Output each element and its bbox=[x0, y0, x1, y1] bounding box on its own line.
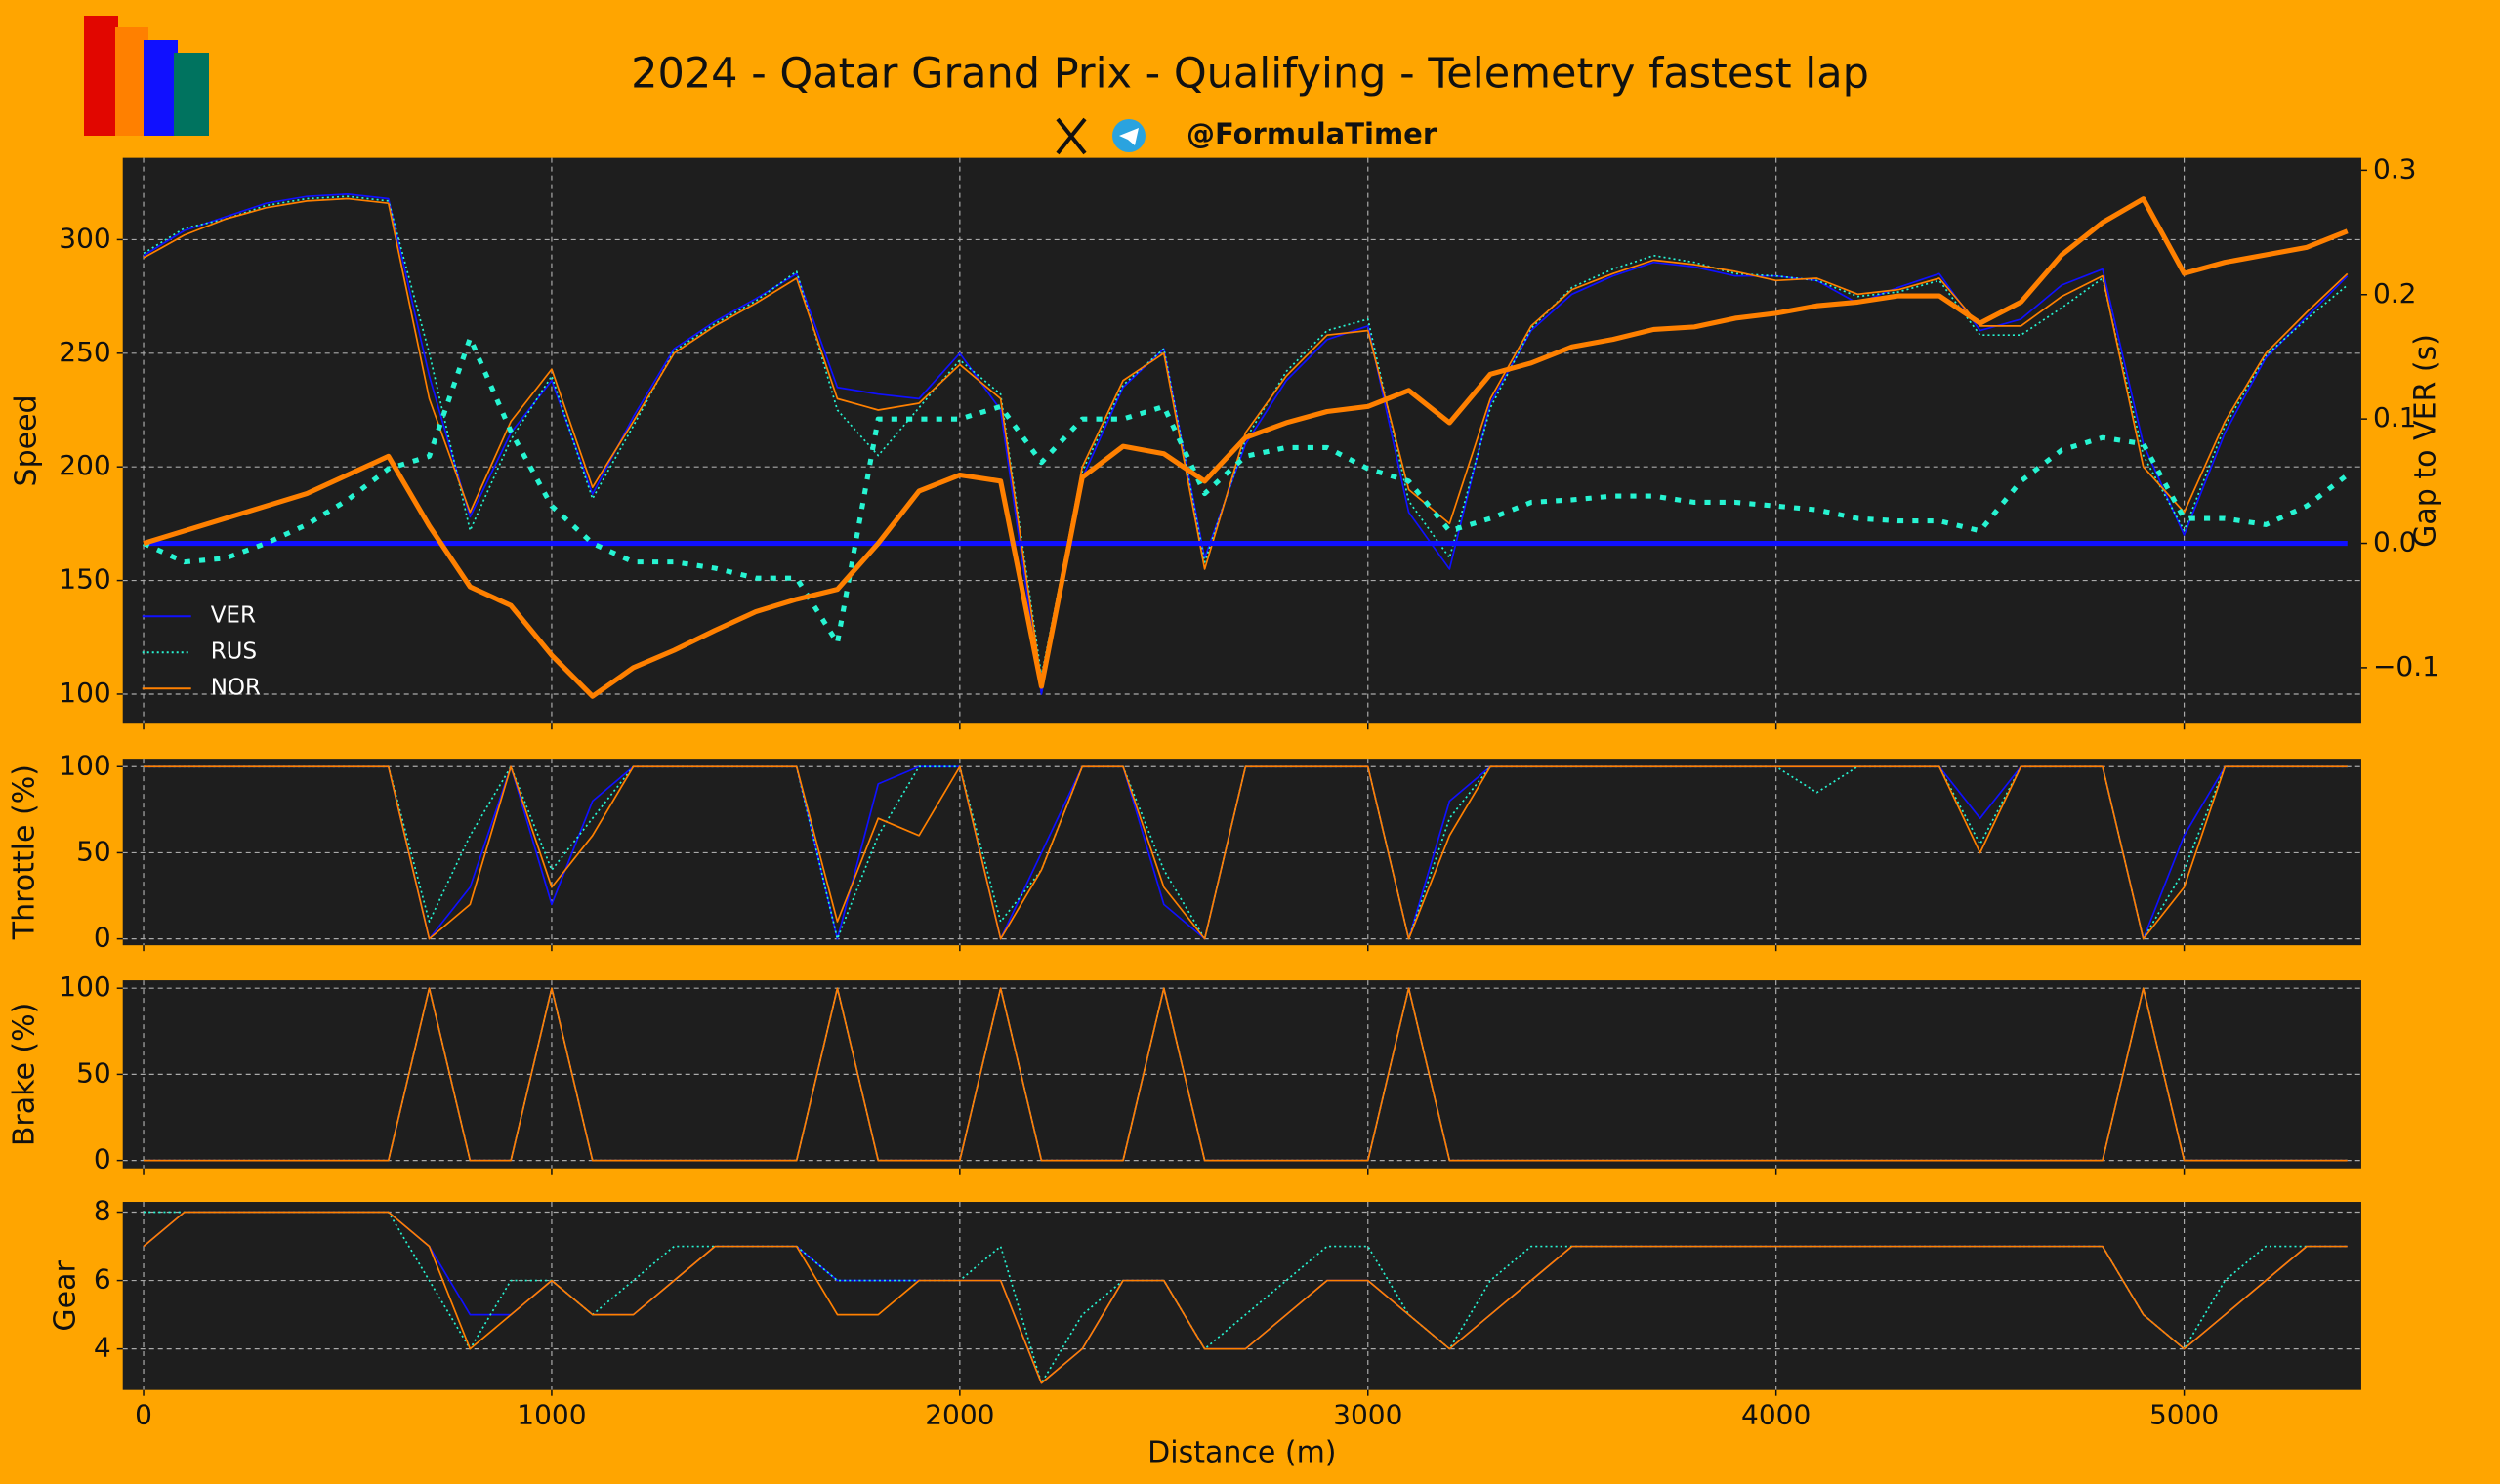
logo-bar bbox=[174, 53, 209, 136]
legend-label: RUS bbox=[211, 639, 257, 665]
y-tick-label: 0 bbox=[94, 1143, 111, 1175]
y-axis-label: Gear bbox=[49, 1259, 83, 1331]
logo-bar bbox=[115, 27, 148, 136]
x-axis-label: Distance (m) bbox=[1147, 1436, 1336, 1470]
x-tick-label: 3000 bbox=[1333, 1399, 1402, 1431]
x-tick-label: 5000 bbox=[2149, 1399, 2219, 1431]
y-axis-label: Speed bbox=[10, 394, 44, 486]
y2-tick-label: −0.1 bbox=[2373, 650, 2439, 682]
y-tick-label: 50 bbox=[76, 835, 111, 867]
series-line bbox=[144, 987, 2348, 1162]
plot-area bbox=[122, 1202, 2361, 1390]
y-axis-label: Throttle (%) bbox=[8, 764, 42, 940]
y-tick-label: 50 bbox=[76, 1056, 111, 1089]
y-tick-label: 8 bbox=[94, 1195, 111, 1227]
logo-bar bbox=[84, 16, 118, 136]
chart-title: 2024 - Qatar Grand Prix - Qualifying - T… bbox=[631, 50, 1869, 99]
y-tick-label: 100 bbox=[59, 970, 110, 1003]
series-line bbox=[143, 196, 2349, 699]
handle: @FormulaTimer bbox=[1187, 117, 1438, 150]
plot-area bbox=[122, 759, 2361, 946]
y-axis-label: Brake (%) bbox=[8, 1003, 42, 1147]
y2-tick-label: 0.3 bbox=[2373, 152, 2417, 185]
series-line bbox=[144, 765, 2348, 940]
x-icon bbox=[1056, 117, 1087, 155]
y-tick-label: 4 bbox=[94, 1332, 111, 1364]
y2-tick-label: 0.2 bbox=[2373, 277, 2417, 309]
x-tick-label: 2000 bbox=[925, 1399, 994, 1431]
y2-tick-label: 0.1 bbox=[2373, 401, 2417, 433]
y2-tick-label: 0.0 bbox=[2373, 526, 2417, 558]
y-tick-label: 250 bbox=[59, 336, 110, 368]
y-tick-label: 150 bbox=[59, 563, 110, 596]
series-line bbox=[143, 197, 2349, 684]
telegram-plane bbox=[1119, 128, 1139, 145]
y-tick-label: 300 bbox=[59, 222, 110, 254]
x-logo bbox=[1056, 117, 1087, 155]
x-tick-label: 0 bbox=[135, 1399, 152, 1431]
series-line bbox=[142, 335, 2350, 645]
y2-axis-label: Gap to VER (s) bbox=[2409, 334, 2443, 548]
y-tick-label: 100 bbox=[59, 677, 110, 709]
legend-label: VER bbox=[211, 603, 256, 629]
x-tick-label: 4000 bbox=[1741, 1399, 1811, 1431]
legend-label: NOR bbox=[211, 676, 261, 701]
logo-bar bbox=[144, 40, 178, 136]
x-tick-label: 1000 bbox=[517, 1399, 586, 1431]
y-tick-label: 6 bbox=[94, 1263, 111, 1296]
telegram-icon bbox=[1112, 119, 1146, 152]
logo bbox=[84, 16, 209, 136]
y-tick-label: 0 bbox=[94, 922, 111, 954]
series-line bbox=[143, 1211, 2348, 1384]
series-line bbox=[143, 193, 2349, 695]
y-tick-label: 100 bbox=[59, 749, 110, 781]
y-tick-label: 200 bbox=[59, 449, 110, 481]
